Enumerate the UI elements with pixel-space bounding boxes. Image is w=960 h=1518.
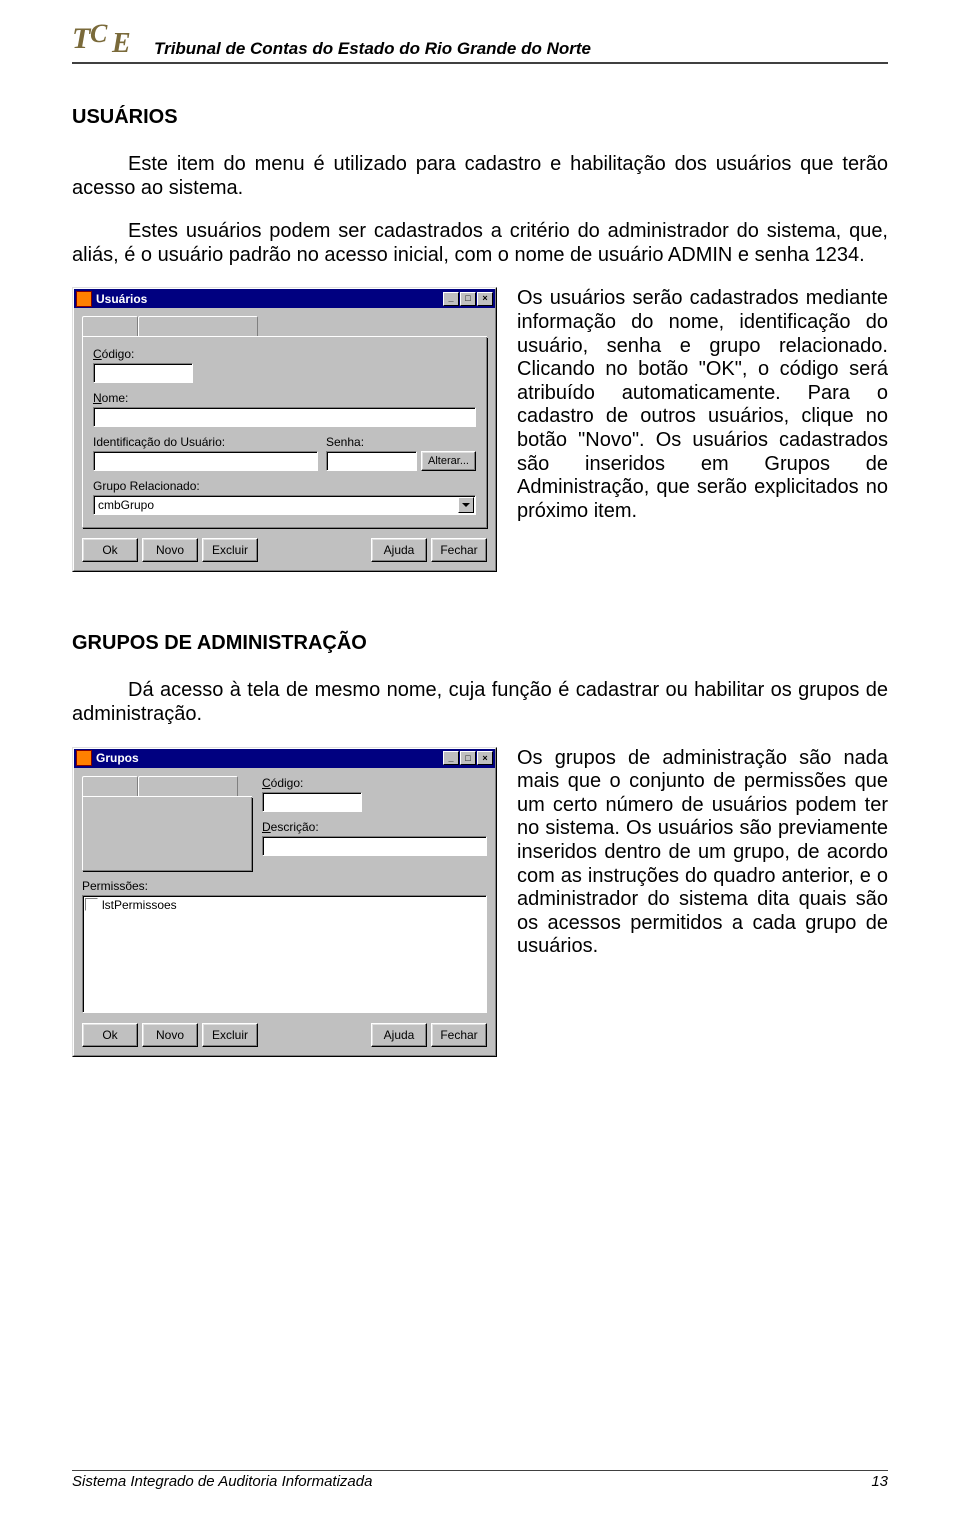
- section-usuarios-heading: USUÁRIOS: [72, 106, 888, 129]
- page-number: 13: [871, 1473, 888, 1490]
- page-footer: Sistema Integrado de Auditoria Informati…: [72, 1470, 888, 1490]
- minimize-icon[interactable]: _: [443, 292, 459, 306]
- label-nome: Nome:: [93, 391, 476, 405]
- usuarios-right-text: Os usuários serão cadastrados mediante i…: [517, 287, 888, 572]
- grupos-title: Grupos: [96, 751, 443, 765]
- excluir-button[interactable]: Excluir: [202, 538, 258, 562]
- tab-blank-g2[interactable]: [138, 776, 238, 796]
- chevron-down-icon[interactable]: [458, 497, 474, 513]
- fechar-button[interactable]: Fechar: [431, 538, 487, 562]
- page-header: T C E Tribunal de Contas do Estado do Ri…: [72, 18, 888, 64]
- maximize-icon[interactable]: □: [460, 292, 476, 306]
- ident-input[interactable]: [93, 451, 318, 471]
- tab-blank-2[interactable]: [138, 316, 258, 336]
- excluir-button-g[interactable]: Excluir: [202, 1023, 258, 1047]
- tab-blank-g1[interactable]: [82, 776, 138, 796]
- alterar-button[interactable]: Alterar...: [421, 451, 476, 471]
- label-senha: Senha:: [326, 435, 476, 449]
- section-grupos-heading: GRUPOS DE ADMINISTRAÇÃO: [72, 632, 888, 655]
- maximize-icon[interactable]: □: [460, 751, 476, 765]
- nome-input[interactable]: [93, 407, 476, 427]
- usuarios-tabs: [82, 316, 487, 337]
- grupos-two-col: Grupos _ □ ×: [72, 747, 888, 1057]
- ajuda-button[interactable]: Ajuda: [371, 538, 427, 562]
- codigo-input-g[interactable]: [262, 792, 362, 812]
- grupo-value: cmbGrupo: [98, 498, 154, 512]
- usuarios-para-1: Este item do menu é utilizado para cadas…: [72, 153, 888, 200]
- senha-input[interactable]: [326, 451, 417, 471]
- usuarios-two-col: Usuários _ □ × Código:: [72, 287, 888, 572]
- close-icon[interactable]: ×: [477, 292, 493, 306]
- ajuda-button-g[interactable]: Ajuda: [371, 1023, 427, 1047]
- close-icon[interactable]: ×: [477, 751, 493, 765]
- usuarios-title: Usuários: [96, 292, 443, 306]
- novo-button-g[interactable]: Novo: [142, 1023, 198, 1047]
- window-icon: [76, 291, 92, 307]
- label-codigo: Código:: [93, 347, 476, 361]
- usuarios-titlebar[interactable]: Usuários _ □ ×: [74, 289, 495, 308]
- label-codigo-g: Código:: [262, 776, 487, 790]
- permissoes-item-label: lstPermissoes: [102, 898, 177, 912]
- footer-system-name: Sistema Integrado de Auditoria Informati…: [72, 1473, 372, 1490]
- grupos-para-1: Dá acesso à tela de mesmo nome, cuja fun…: [72, 679, 888, 726]
- grupos-right-text: Os grupos de administração são nada mais…: [517, 747, 888, 1057]
- permissoes-list[interactable]: lstPermissoes: [82, 895, 487, 1013]
- minimize-icon[interactable]: _: [443, 751, 459, 765]
- grupos-titlebar[interactable]: Grupos _ □ ×: [74, 749, 495, 768]
- grupos-right-para: Os grupos de administração são nada mais…: [517, 747, 888, 959]
- ok-button-g[interactable]: Ok: [82, 1023, 138, 1047]
- label-grupo: Grupo Relacionado:: [93, 479, 476, 493]
- svg-text:C: C: [90, 19, 108, 48]
- header-org-title: Tribunal de Contas do Estado do Rio Gran…: [154, 39, 591, 60]
- label-ident: Identificação do Usuário:: [93, 435, 318, 449]
- codigo-input[interactable]: [93, 363, 193, 383]
- tab-blank-1[interactable]: [82, 316, 138, 336]
- tce-logo: T C E: [72, 18, 150, 60]
- checkbox-icon[interactable]: [85, 898, 98, 911]
- svg-text:T: T: [72, 22, 92, 55]
- grupos-dialog: Grupos _ □ ×: [72, 747, 497, 1057]
- grupo-select[interactable]: cmbGrupo: [93, 495, 476, 515]
- label-permissoes: Permissões:: [82, 879, 487, 893]
- usuarios-dialog: Usuários _ □ × Código:: [72, 287, 497, 572]
- svg-text:E: E: [111, 28, 131, 59]
- novo-button[interactable]: Novo: [142, 538, 198, 562]
- descricao-input[interactable]: [262, 836, 487, 856]
- window-icon: [76, 750, 92, 766]
- fechar-button-g[interactable]: Fechar: [431, 1023, 487, 1047]
- ok-button[interactable]: Ok: [82, 538, 138, 562]
- usuarios-right-para: Os usuários serão cadastrados mediante i…: [517, 287, 888, 523]
- label-descricao: Descrição:: [262, 820, 487, 834]
- usuarios-para-2: Estes usuários podem ser cadastrados a c…: [72, 220, 888, 267]
